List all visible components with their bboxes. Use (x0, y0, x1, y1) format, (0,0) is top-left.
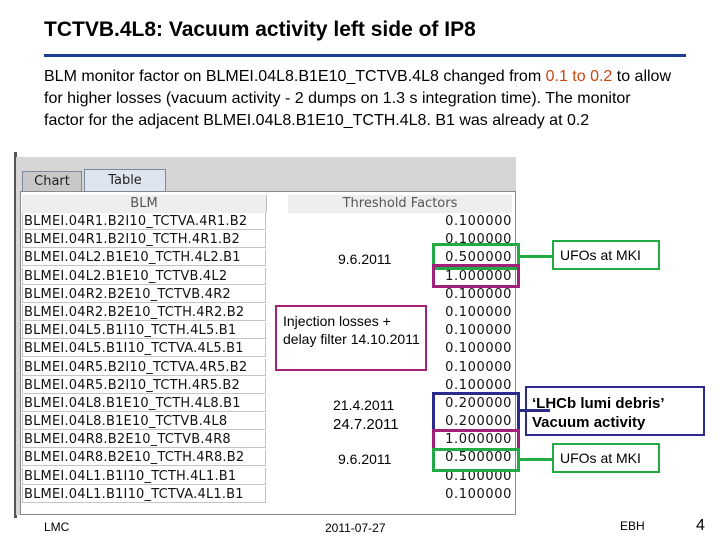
table-row[interactable]: BLMEI.04L5.B1I10_TCTVA.4L5.B1 0.100000 (22, 340, 512, 358)
cell-threshold-factor[interactable]: 0.500000 (445, 450, 512, 466)
cell-blm-name[interactable]: BLMEI.04R5.B2I10_TCTH.4R5.B2 (22, 376, 266, 394)
panel-edge (14, 152, 17, 518)
annotation-date-1: 9.6.2011 (338, 251, 392, 267)
cell-blm-name[interactable]: BLMEI.04R2.B2E10_TCTH.4R2.B2 (22, 303, 266, 321)
slide-title: TCTVB.4L8: Vacuum activity left side of … (44, 18, 476, 41)
annotation-lhcb: ‘LHCb lumi debris’ Vacuum activity (532, 395, 664, 431)
connector-green-1 (520, 255, 552, 258)
tab-chart[interactable]: Chart (22, 171, 82, 191)
column-header-blm[interactable]: BLM (22, 195, 267, 213)
title-rule (44, 54, 686, 57)
annotation-ufo-2: UFOs at MKI (560, 450, 641, 466)
highlight-box-green-1 (432, 243, 520, 270)
highlight-box-blue (432, 392, 520, 432)
cell-blm-name[interactable]: BLMEI.04R1.B2I10_TCTH.4R1.B2 (22, 231, 266, 249)
cell-threshold-factor[interactable]: 0.100000 (445, 486, 512, 502)
table-row[interactable]: BLMEI.04L5.B1I10_TCTH.4L5.B1 0.100000 (22, 322, 512, 340)
footer-date: 2011-07-27 (325, 521, 386, 535)
highlight-box-magenta-1 (432, 264, 520, 288)
table-header: BLM Threshold Factors (20, 195, 514, 213)
cell-threshold-factor[interactable]: 0.100000 (445, 286, 512, 302)
cell-threshold-factor[interactable]: 0.100000 (445, 341, 512, 357)
table-row[interactable]: BLMEI.04L2.B1E10_TCTH.4L2.B1 0.500000 (22, 249, 512, 267)
cell-blm-name[interactable]: BLMEI.04R2.B2E10_TCTVB.4R2 (22, 285, 266, 303)
table-row[interactable]: BLMEI.04R1.B2I10_TCTVA.4R1.B2 0.100000 (22, 213, 512, 231)
cell-blm-name[interactable]: BLMEI.04L2.B1E10_TCTH.4L2.B1 (22, 249, 266, 267)
cell-blm-name[interactable]: BLMEI.04L1.B1I10_TCTH.4L1.B1 (22, 467, 266, 485)
cell-blm-name[interactable]: BLMEI.04R8.B2E10_TCTH.4R8.B2 (22, 449, 266, 467)
table-row[interactable]: BLMEI.04R8.B2E10_TCTH.4R8.B2 0.500000 (22, 449, 512, 467)
highlight-box-green-2 (432, 448, 520, 472)
table-row[interactable]: BLMEI.04R5.B2I10_TCTH.4R5.B2 0.100000 (22, 376, 512, 395)
intro-text: BLM monitor factor on BLMEI.04L8.B1E10_T… (44, 66, 674, 132)
table-row[interactable]: BLMEI.04L8.B1E10_TCTH.4L8.B1 0.200000 (22, 394, 512, 413)
table-row[interactable]: BLMEI.04R2.B2E10_TCTH.4R2.B2 0.100000 (22, 303, 512, 322)
lhcb-box (525, 386, 705, 436)
cell-threshold-factor[interactable]: 0.100000 (445, 468, 512, 484)
cell-threshold-factor[interactable]: 0.200000 (445, 414, 512, 430)
table-row[interactable]: BLMEI.04R8.B2E10_TCTVB.4R8 1.000000 (22, 431, 512, 449)
connector-blue (520, 409, 550, 412)
annotation-date-2b: 24.7.2011 (333, 416, 399, 433)
cell-blm-name[interactable]: BLMEI.04L2.B1E10_TCTVB.4L2 (22, 267, 266, 285)
cell-threshold-factor[interactable]: 1.000000 (445, 268, 512, 284)
cell-blm-name[interactable]: BLMEI.04L1.B1I10_TCTVA.4L1.B1 (22, 485, 266, 503)
annotation-date-3: 9.6.2011 (338, 451, 392, 467)
cell-threshold-factor[interactable]: 0.100000 (445, 359, 512, 375)
ufo-box-1 (552, 240, 660, 270)
table-row[interactable]: BLMEI.04L2.B1E10_TCTVB.4L2 1.000000 (22, 267, 512, 286)
cell-threshold-factor[interactable]: 0.100000 (445, 214, 512, 229)
table-row[interactable]: BLMEI.04R2.B2E10_TCTVB.4R2 0.100000 (22, 285, 512, 304)
intro-highlight: 0.1 to 0.2 (545, 68, 613, 85)
cell-blm-name[interactable]: BLMEI.04L8.B1E10_TCTH.4L8.B1 (22, 394, 266, 412)
column-header-threshold[interactable]: Threshold Factors (288, 195, 512, 213)
page-number: 4 (696, 517, 705, 534)
connector-green-2 (520, 458, 552, 461)
footer-author: EBH (620, 519, 645, 533)
injection-box (275, 305, 427, 371)
cell-blm-name[interactable]: BLMEI.04R5.B2I10_TCTVA.4R5.B2 (22, 358, 266, 376)
annotation-ufo-1: UFOs at MKI (560, 247, 641, 263)
cell-blm-name[interactable]: BLMEI.04R8.B2E10_TCTVB.4R8 (22, 431, 266, 449)
cell-threshold-factor[interactable]: 0.200000 (445, 395, 512, 411)
intro-part-2: to allow for higher losses (vacuum activ… (44, 68, 672, 129)
ufo-box-2 (552, 443, 660, 473)
annotation-injection: Injection losses + delay filter 14.10.20… (283, 313, 420, 347)
table-row[interactable]: BLMEI.04L8.B1E10_TCTVB.4L8 0.200000 (22, 413, 512, 431)
cell-threshold-factor[interactable]: 0.100000 (445, 323, 512, 339)
cell-blm-name[interactable]: BLMEI.04L5.B1I10_TCTVA.4L5.B1 (22, 340, 266, 358)
cell-blm-name[interactable]: BLMEI.04L5.B1I10_TCTH.4L5.B1 (22, 322, 266, 340)
table-row[interactable]: BLMEI.04L1.B1I10_TCTVA.4L1.B1 0.100000 (22, 485, 512, 504)
cell-blm-name[interactable]: BLMEI.04R1.B2I10_TCTVA.4R1.B2 (22, 213, 266, 230)
footer-lmc: LMC (44, 520, 70, 534)
table-row[interactable]: BLMEI.04R5.B2I10_TCTVA.4R5.B2 0.100000 (22, 358, 512, 377)
cell-threshold-factor[interactable]: 0.500000 (445, 250, 512, 266)
table-row[interactable]: BLMEI.04L1.B1I10_TCTH.4L1.B1 0.100000 (22, 467, 512, 486)
annotation-date-2a: 21.4.2011 (333, 397, 395, 413)
intro-part-1: BLM monitor factor on BLMEI.04L8.B1E10_T… (44, 68, 546, 85)
tab-table[interactable]: Table (84, 169, 166, 191)
cell-threshold-factor[interactable]: 0.100000 (445, 304, 512, 320)
cell-threshold-factor[interactable]: 1.000000 (445, 432, 512, 448)
cell-blm-name[interactable]: BLMEI.04L8.B1E10_TCTVB.4L8 (22, 413, 266, 431)
cell-threshold-factor[interactable]: 0.100000 (445, 377, 512, 393)
table-body: BLMEI.04R1.B2I10_TCTVA.4R1.B2 0.100000 BLM… (22, 213, 512, 504)
